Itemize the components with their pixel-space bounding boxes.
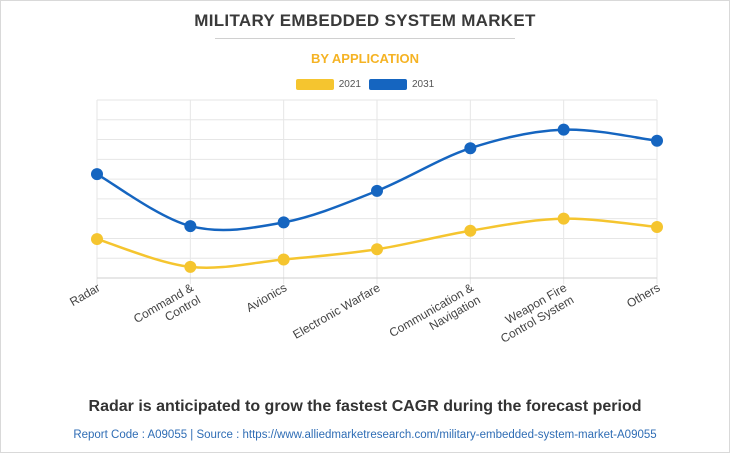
data-point-2031 xyxy=(91,168,103,181)
legend-item-2031[interactable]: 2031 xyxy=(369,79,434,90)
x-tick-label: Electronic Warfare xyxy=(290,280,382,341)
x-tick-label-line: Avionics xyxy=(244,280,290,314)
data-point-2021 xyxy=(557,212,570,225)
x-tick-label-line: Radar xyxy=(67,280,102,308)
data-point-2031 xyxy=(557,123,570,136)
source-citation[interactable]: Report Code : A09055 | Source : https://… xyxy=(73,429,657,441)
data-point-2031 xyxy=(464,142,477,155)
x-tick-label: Radar xyxy=(67,280,102,308)
data-point-2031 xyxy=(371,184,383,197)
legend-swatch-2031 xyxy=(369,79,407,90)
data-point-2031 xyxy=(184,220,197,233)
x-tick-label: Communication &Navigation xyxy=(387,280,483,352)
x-tick-label: Command &Control xyxy=(131,280,203,338)
data-point-2021 xyxy=(277,253,290,266)
x-tick-label: Others xyxy=(624,280,662,310)
chart-subtitle: BY APPLICATION xyxy=(310,51,420,66)
data-point-2021 xyxy=(371,243,383,256)
legend-label-2021: 2021 xyxy=(338,79,361,90)
chart-title: MILITARY EMBEDDED SYSTEM MARKET xyxy=(194,11,536,30)
data-point-2021 xyxy=(184,260,197,273)
legend-item-2021[interactable]: 2021 xyxy=(295,79,361,90)
legend-swatch-2021 xyxy=(295,79,334,90)
legend-label-2031: 2031 xyxy=(412,79,435,90)
data-point-2031 xyxy=(277,216,290,229)
data-point-2021 xyxy=(91,233,103,246)
chart-legend: 2021 2031 xyxy=(0,79,730,90)
x-tick-label: Weapon FireControl System xyxy=(491,280,576,345)
data-point-2021 xyxy=(464,224,477,237)
chart-footnote: Radar is anticipated to grow the fastest… xyxy=(88,398,642,415)
x-tick-label-line: Electronic Warfare xyxy=(290,280,382,341)
title-divider xyxy=(215,38,515,39)
x-tick-label: Avionics xyxy=(244,280,290,314)
data-point-2031 xyxy=(651,134,663,147)
x-tick-label-line: Others xyxy=(624,280,662,310)
data-point-2021 xyxy=(651,221,663,234)
